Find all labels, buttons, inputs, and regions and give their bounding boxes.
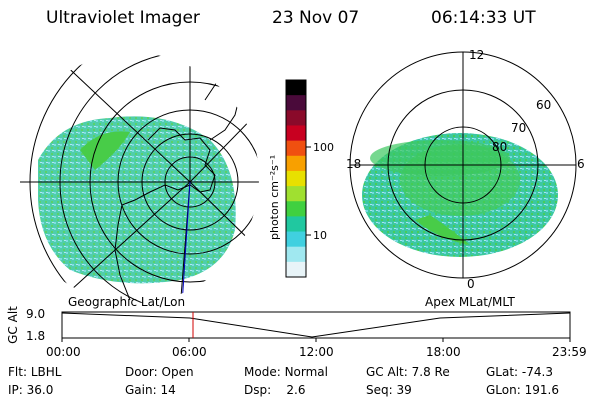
- xtick-2359: 23:59: [552, 345, 587, 359]
- colorbar-tick-100: 100: [313, 141, 334, 154]
- altitude-ytick-bottom: 1.8: [26, 329, 46, 343]
- seq-value: 39: [396, 383, 412, 397]
- colorbar-tick-10: 10: [313, 229, 327, 242]
- gcalt-field: GC Alt: 7.8 Re: [366, 365, 450, 379]
- aurora-bright-spot: [415, 215, 470, 245]
- instrument-title: Ultraviolet Imager: [46, 8, 200, 28]
- colorbar: [286, 80, 306, 278]
- seq-field: Seq: 39: [366, 383, 412, 397]
- mlat-label-80: 80: [492, 140, 508, 154]
- flt-value: LBHL: [30, 365, 62, 379]
- door-value: Open: [161, 365, 194, 379]
- date-label: 23 Nov 07: [272, 8, 360, 28]
- glon-value: 191.6: [524, 383, 559, 397]
- colorbar-segment: [286, 246, 306, 263]
- ip-value: 36.0: [26, 383, 54, 397]
- colorbar-segment: [286, 231, 306, 248]
- xtick-0600: 06:00: [172, 345, 207, 359]
- ip-label: IP:: [8, 383, 23, 397]
- colorbar-segment: [286, 186, 306, 202]
- glat-field: GLat: -74.3: [486, 365, 553, 379]
- mode-field: Mode: Normal: [244, 365, 328, 379]
- dsp-label: Dsp:: [244, 383, 272, 397]
- glon-label: GLon:: [486, 383, 521, 397]
- mlt-label-0: 0: [467, 277, 475, 291]
- ip-field: IP: 36.0: [8, 383, 53, 397]
- gain-field: Gain: 14: [125, 383, 176, 397]
- right-map-caption: Apex MLat/MLT: [425, 295, 515, 309]
- coastline-outline: [114, 127, 216, 301]
- colorbar-segment: [286, 201, 306, 217]
- colorbar-segment: [286, 95, 306, 111]
- altitude-plot: [61, 311, 571, 342]
- mlt-label-18: 18: [346, 157, 362, 171]
- mode-label: Mode:: [244, 365, 281, 379]
- seq-label: Seq:: [366, 383, 393, 397]
- xtick-1200: 12:00: [299, 345, 334, 359]
- mlt-label-12: 12: [469, 48, 485, 62]
- aurora-oval-left: [38, 116, 236, 284]
- colorbar-unit-label: photon cm⁻²s⁻¹: [268, 155, 281, 240]
- geographic-map: [20, 53, 259, 303]
- colorbar-segment: [286, 155, 306, 172]
- left-map-caption: Geographic Lat/Lon: [68, 295, 186, 309]
- door-label: Door:: [125, 365, 158, 379]
- altitude-curve: [61, 312, 571, 338]
- altitude-ylabel: GC Alt: [5, 306, 20, 344]
- mode-value: Normal: [284, 365, 328, 379]
- glat-label: GLat:: [486, 365, 519, 379]
- gain-value: 14: [160, 383, 176, 397]
- flt-field: Flt: LBHL: [8, 365, 61, 379]
- magnetic-polar-plot: [349, 51, 577, 279]
- dsp-value: 2.6: [286, 383, 306, 397]
- flt-label: Flt:: [8, 365, 27, 379]
- mlt-spokes: [350, 52, 576, 278]
- mlat-label-70: 70: [511, 121, 527, 135]
- xtick-0000: 00:00: [46, 345, 81, 359]
- mlt-label-6: 6: [577, 157, 585, 171]
- door-field: Door: Open: [125, 365, 194, 379]
- colorbar-segment: [286, 110, 306, 127]
- mlat-label-60: 60: [536, 98, 552, 112]
- colorbar-segment: [286, 261, 306, 278]
- xtick-1800: 18:00: [426, 345, 461, 359]
- colorbar-segment: [286, 140, 306, 157]
- colorbar-frame: [285, 79, 307, 278]
- glon-field: GLon: 191.6: [486, 383, 559, 397]
- coastline-outline-north: [204, 69, 241, 141]
- gain-label: Gain:: [125, 383, 157, 397]
- colorbar-segment: [286, 170, 306, 187]
- colorbar-segment: [286, 125, 306, 142]
- colorbar-segment: [286, 80, 306, 96]
- colorbar-segment: [286, 216, 306, 233]
- gcalt-value: 7.8 Re: [411, 365, 450, 379]
- glat-value: -74.3: [521, 365, 553, 379]
- dsp-field: Dsp: 2.6: [244, 383, 306, 397]
- noon-meridian: [181, 181, 191, 303]
- time-label: 06:14:33 UT: [431, 8, 536, 28]
- gcalt-label: GC Alt:: [366, 365, 408, 379]
- altitude-ytick-top: 9.0: [26, 307, 46, 321]
